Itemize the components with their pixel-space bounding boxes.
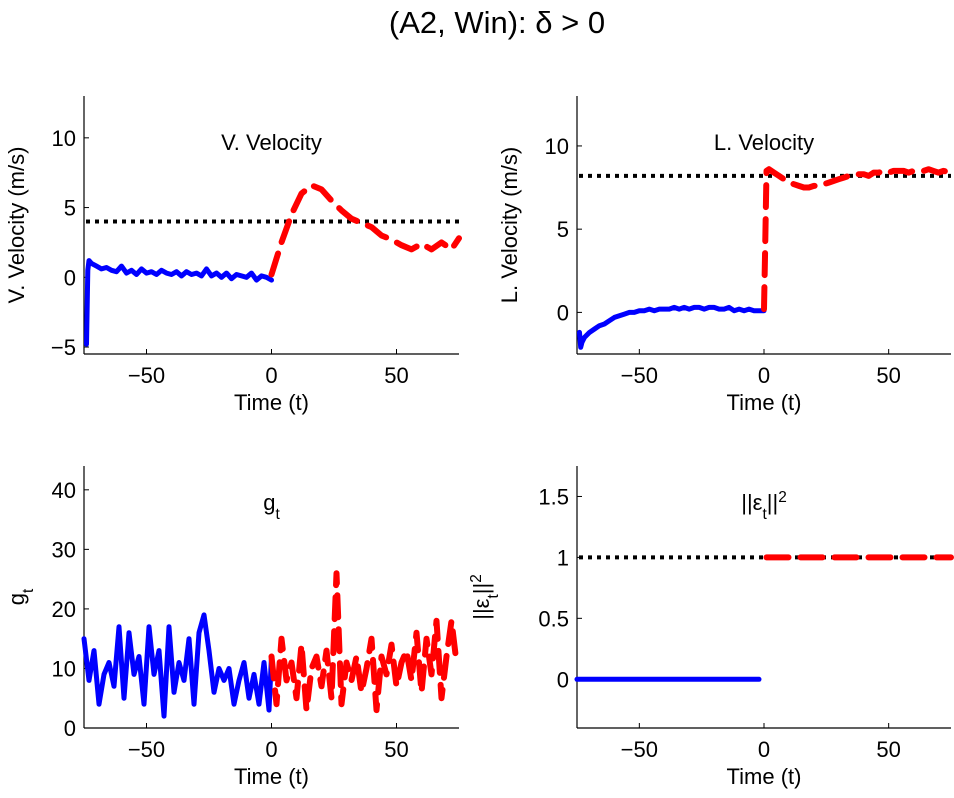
y-tick-label: 5 xyxy=(64,196,76,221)
y-tick-label: 5 xyxy=(557,217,569,242)
y-axis-label: L. Velocity (m/s) xyxy=(497,147,522,303)
x-tick-label: 0 xyxy=(265,737,277,762)
x-tick-label: 50 xyxy=(876,363,900,388)
y-tick-label: 0.5 xyxy=(538,606,569,631)
y-tick-label: 10 xyxy=(52,126,76,151)
subplot-title: V. Velocity xyxy=(221,130,322,155)
y-tick-label: 20 xyxy=(52,597,76,622)
x-tick-label: 50 xyxy=(384,363,408,388)
x-axis-label: Time (t) xyxy=(727,390,802,415)
x-axis-label: Time (t) xyxy=(727,764,802,789)
pre-series-line xyxy=(81,612,274,719)
y-tick-label: 30 xyxy=(52,537,76,562)
y-tick-label: 0 xyxy=(64,716,76,741)
y-axis-label: ||εt||2 xyxy=(468,574,502,620)
y-tick-label: 10 xyxy=(545,134,569,159)
subplot-title: gt xyxy=(263,490,280,523)
post-series-line xyxy=(268,182,462,278)
subplot-title: L. Velocity xyxy=(714,130,814,155)
x-tick-label: 0 xyxy=(265,363,277,388)
x-axis-label: Time (t) xyxy=(234,390,309,415)
y-axis-label: V. Velocity (m/s) xyxy=(4,147,29,304)
post-series-line xyxy=(761,166,954,313)
x-tick-label: 0 xyxy=(758,363,770,388)
y-tick-label: 0 xyxy=(64,265,76,290)
x-tick-label: −50 xyxy=(621,363,658,388)
subplot-gt: −50 0 50 0 10 20 30 40 Time (t) gt gt xyxy=(4,466,460,789)
x-axis-label: Time (t) xyxy=(234,764,309,789)
x-tick-label: 50 xyxy=(876,737,900,762)
x-tick-label: −50 xyxy=(621,737,658,762)
y-tick-label: 0 xyxy=(557,667,569,692)
y-tick-label: 1 xyxy=(557,545,569,570)
y-tick-label: 1.5 xyxy=(538,484,569,509)
y-tick-label: −5 xyxy=(51,335,76,360)
pre-series-line xyxy=(577,304,767,350)
x-tick-label: −50 xyxy=(128,737,165,762)
y-tick-label: 0 xyxy=(557,300,569,325)
subplot-title: ||εt||2 xyxy=(741,489,787,523)
post-series-line xyxy=(268,570,460,714)
y-tick-label: 10 xyxy=(52,656,76,681)
x-tick-label: 50 xyxy=(384,737,408,762)
x-tick-label: −50 xyxy=(128,363,165,388)
y-axis-label: gt xyxy=(4,588,37,605)
subplot-eps: −50 0 50 0 0.5 1 1.5 Time (t) ||εt||2 ||εt||2 xyxy=(468,466,954,789)
pre-series-line xyxy=(84,258,274,347)
figure-title: (A2, Win): δ > 0 xyxy=(389,5,605,40)
subplot-lvel: −50 0 50 0 5 10 Time (t) L. Velocity (m/s) L. Ve… xyxy=(497,96,954,415)
x-tick-label: 0 xyxy=(758,737,770,762)
y-tick-label: 40 xyxy=(52,478,76,503)
